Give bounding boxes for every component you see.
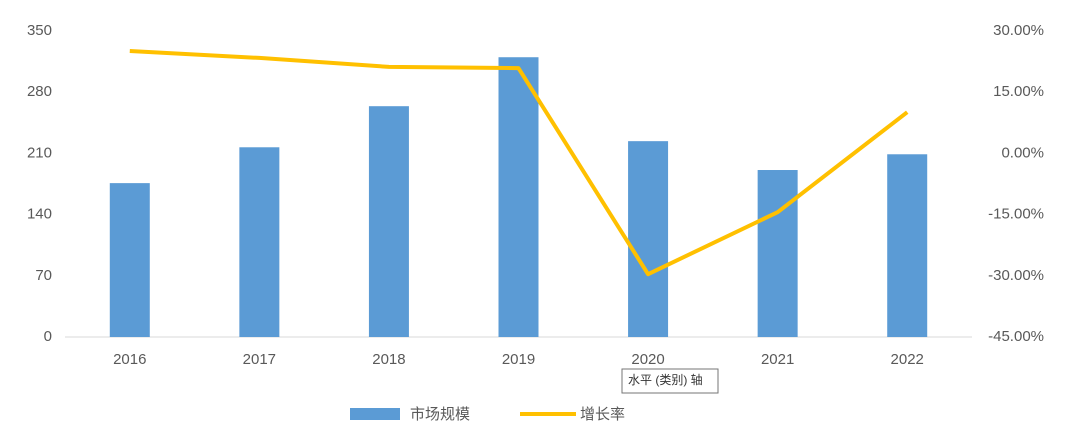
x-tick-label: 2021 bbox=[761, 351, 794, 368]
y-tick-label: 0 bbox=[44, 328, 52, 345]
bar bbox=[757, 170, 798, 337]
x-tick-label: 2018 bbox=[372, 351, 405, 368]
y-tick-label: 350 bbox=[27, 22, 52, 39]
bar bbox=[109, 183, 150, 337]
legend-swatch bbox=[350, 408, 400, 420]
legend-label: 市场规模 bbox=[410, 406, 470, 423]
x-tick-label: 2022 bbox=[891, 351, 924, 368]
y2-tick-label: -30.00% bbox=[988, 267, 1044, 284]
tooltip: 水平 (类别) 轴 bbox=[621, 368, 719, 394]
bar bbox=[239, 147, 280, 337]
x-tick-label: 2017 bbox=[243, 351, 276, 368]
y-tick-label: 210 bbox=[27, 144, 52, 161]
tooltip-text: 水平 (类别) 轴 bbox=[628, 372, 703, 387]
bar bbox=[498, 57, 539, 337]
bar bbox=[368, 106, 409, 337]
y2-tick-label: -15.00% bbox=[988, 206, 1044, 223]
bar bbox=[887, 154, 928, 337]
tooltip-box bbox=[621, 368, 719, 394]
y-tick-label: 280 bbox=[27, 83, 52, 100]
y-tick-label: 140 bbox=[27, 206, 52, 223]
y2-tick-label: -45.00% bbox=[988, 328, 1044, 345]
y2-tick-label: 30.00% bbox=[993, 22, 1044, 39]
y2-tick-label: 0.00% bbox=[1001, 144, 1044, 161]
y-tick-label: 70 bbox=[35, 267, 52, 284]
legend-label: 增长率 bbox=[580, 406, 625, 423]
y2-tick-label: 15.00% bbox=[993, 83, 1044, 100]
line bbox=[129, 48, 909, 277]
bar bbox=[628, 141, 669, 337]
x-tick-label: 2016 bbox=[113, 351, 146, 368]
x-tick-label: 2020 bbox=[631, 351, 664, 368]
x-tick-label: 2019 bbox=[502, 351, 535, 368]
